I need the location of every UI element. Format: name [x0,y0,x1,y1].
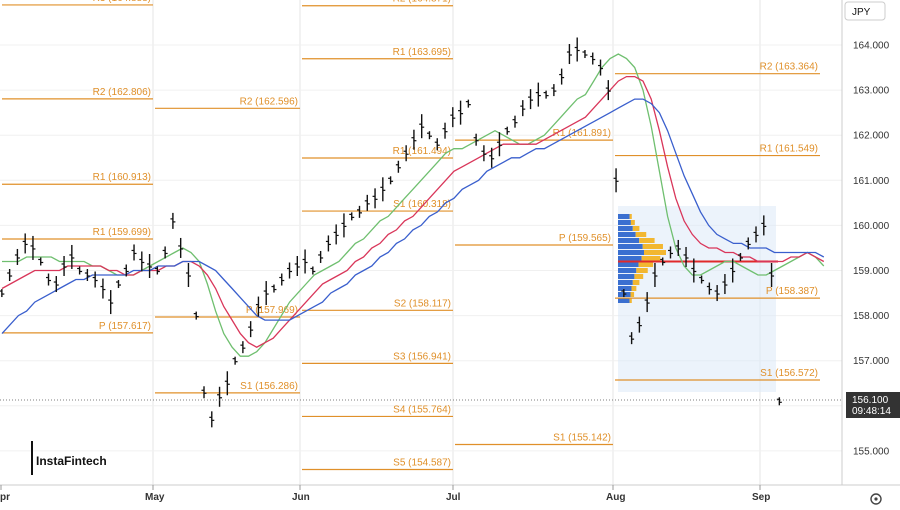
volume-profile-bar [618,220,631,225]
volume-profile-bar [618,262,639,267]
pivot-label: R2 (162.806) [93,87,151,98]
volume-profile-bar [642,244,663,249]
volume-profile-bar [639,238,655,243]
volume-profile-bar [629,214,632,219]
pivot-label: S1 (155.142) [553,432,611,443]
y-tick-label: 157.000 [853,356,890,367]
pivot-label: R1 (163.695) [393,47,451,58]
pivot-label: R2 (162.596) [240,96,298,107]
pivot-label: R1 (161.494) [393,146,451,157]
y-tick-label: 163.000 [853,86,890,97]
volume-profile-bar [638,262,654,267]
x-axis: pr May Jun Jul Aug Sep [0,484,900,503]
pivot-label: R1 (160.913) [93,172,151,183]
volume-profile-bar [618,268,637,273]
ma_slow-line [1,98,825,335]
y-tick-label: 158.000 [853,311,890,322]
y-tick-label: 161.000 [853,176,890,187]
volume-profile-bar [631,286,637,291]
pivot-label: R1 (161.891) [553,128,611,139]
pivot-label: P (159.565) [559,233,611,244]
pivot-label: R2 (163.364) [760,62,818,73]
current-price-value: 156.100 [852,395,889,406]
volume-profile-bar [618,232,636,237]
y-axis: 155.000156.000157.000158.000159.000160.0… [841,0,890,485]
settings-icon[interactable] [870,493,882,505]
volume-profile-bar [618,280,633,285]
volume-profile-bar [630,292,635,297]
price-bars [0,37,782,428]
moving-average-lines [1,53,825,357]
volume-profile-bar [618,298,630,303]
y-tick-label: 160.000 [853,221,890,232]
y-tick-label: 162.000 [853,131,890,142]
x-tick-label: Sep [752,492,770,503]
volume-profile [618,214,778,303]
x-tick-label: May [145,492,165,503]
volume-profile-bar [618,286,632,291]
volume-profile-bar [632,226,640,231]
volume-profile-bar [630,220,635,225]
volume-profile-bar [618,214,630,219]
volume-profile-bar [632,280,640,285]
pivot-label: R1 (159.699) [93,227,151,238]
pivot-label: P (158.387) [766,286,818,297]
x-tick-label: Jul [446,492,461,503]
x-tick-label: pr [0,492,10,503]
pivot-label: S2 (158.117) [394,298,451,309]
ma_mid-line [1,75,825,348]
volume-profile-bar [641,256,661,261]
volume-profile-bar [629,298,632,303]
current-price-badge: 156.100 09:48:14 [846,392,900,418]
pivot-label: R2 (164.871) [393,0,451,5]
y-tick-label: 155.000 [853,446,890,457]
pivot-label: P (157.617) [99,321,151,332]
volume-profile-bar [618,250,644,255]
pivot-label: S3 (156.941) [393,351,451,362]
pivot-label: R3 (164.888) [93,0,151,4]
volume-profile-bar [635,232,647,237]
volume-profile-bar [618,244,643,249]
volume-profile-bar [644,250,666,255]
x-tick-label: Jun [292,492,310,503]
currency-label-text: JPY [852,7,871,18]
x-tick-label: Aug [606,492,625,503]
pivot-label: S1 (156.286) [240,381,298,392]
volume-profile-bar [636,268,648,273]
volume-profile-bar [634,274,644,279]
volume-profile-bar [618,226,633,231]
y-tick-label: 159.000 [853,266,890,277]
volume-profile-bar [618,274,635,279]
pivot-label: S1 (156.572) [760,368,818,379]
volume-profile-bar [618,256,642,261]
pivot-label: R1 (161.549) [760,144,818,155]
pivot-label: S4 (155.764) [393,404,451,415]
pivot-label: P (157.969) [246,305,298,316]
pivot-label: S1 (160.318) [393,199,451,210]
logo: InstaFintech [36,454,107,468]
currency-label[interactable]: JPY [844,1,886,21]
y-tick-label: 164.000 [853,41,890,52]
volume-profile-bar [618,238,640,243]
pivot-label: S5 (154.587) [393,458,451,469]
logo-mark [31,441,33,475]
current-time-value: 09:48:14 [852,406,891,417]
